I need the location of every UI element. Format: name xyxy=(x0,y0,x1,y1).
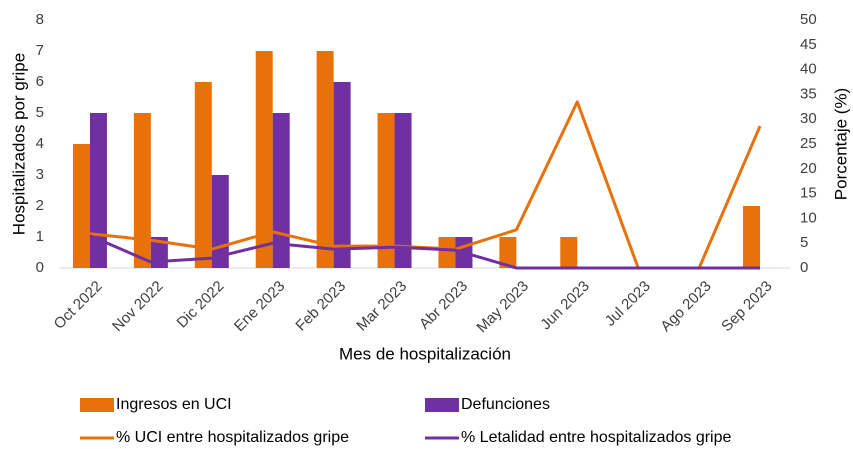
y-tick-label: 6 xyxy=(36,73,44,90)
y2-tick-label: 15 xyxy=(800,185,817,202)
x-tick-label: Nov 2022 xyxy=(109,278,166,335)
y-tick-label: 8 xyxy=(36,11,44,28)
x-tick-label: Jun 2023 xyxy=(537,278,593,334)
y2-tick-label: 45 xyxy=(800,36,817,53)
y-tick-label: 7 xyxy=(36,42,44,59)
line xyxy=(89,100,762,270)
legend-swatch xyxy=(80,398,114,412)
x-axis-title: Mes de hospitalización xyxy=(339,344,511,363)
y2-tick-label: 35 xyxy=(800,85,817,102)
x-tick-label: Sep 2023 xyxy=(718,278,775,335)
y-tick-label: 4 xyxy=(36,135,44,152)
legend-label: Ingresos en UCI xyxy=(116,396,232,413)
bar xyxy=(316,51,334,268)
bar xyxy=(194,82,212,268)
legend-label: % UCI entre hospitalizados gripe xyxy=(116,429,349,446)
bar xyxy=(560,237,578,268)
bar xyxy=(394,113,412,268)
x-tick-label: Feb 2023 xyxy=(292,278,349,335)
x-tick-label: Oct 2022 xyxy=(51,278,106,333)
x-tick-label: Abr 2023 xyxy=(416,278,471,333)
bar xyxy=(72,144,90,268)
legend-label: Defunciones xyxy=(461,396,550,413)
line xyxy=(89,234,761,270)
legend-swatch xyxy=(425,398,459,412)
y-tick-label: 2 xyxy=(36,197,44,214)
y-tick-label: 5 xyxy=(36,104,44,121)
x-tick-label: Ago 2023 xyxy=(657,278,714,335)
legend-label: % Letalidad entre hospitalizados gripe xyxy=(461,429,732,446)
y-tick-label: 1 xyxy=(36,228,44,245)
y-tick-label: 3 xyxy=(36,166,44,183)
y2-tick-label: 10 xyxy=(800,209,817,226)
x-tick-label: Jul 2023 xyxy=(602,278,654,330)
bar xyxy=(272,113,290,268)
y2-tick-label: 5 xyxy=(800,234,808,251)
bar xyxy=(333,82,351,268)
y2-tick-label: 30 xyxy=(800,110,817,127)
x-tick-label: Dic 2022 xyxy=(174,278,228,332)
bar xyxy=(133,113,151,268)
y-axis-title: Hospitalizados por gripe xyxy=(9,53,28,235)
x-tick-label: Mar 2023 xyxy=(353,278,410,335)
y2-tick-label: 25 xyxy=(800,135,817,152)
x-tick-label: May 2023 xyxy=(473,278,532,337)
y2-tick-label: 0 xyxy=(800,259,808,276)
y-tick-label: 0 xyxy=(36,259,44,276)
bar xyxy=(438,237,456,268)
y2-tick-label: 40 xyxy=(800,61,817,78)
bar xyxy=(89,113,107,268)
y2-tick-label: 20 xyxy=(800,160,817,177)
y2-tick-label: 50 xyxy=(800,11,817,28)
x-tick-label: Ene 2023 xyxy=(231,278,288,335)
y2-axis-title: Porcentaje (%) xyxy=(831,88,850,200)
bar xyxy=(499,237,517,268)
bar xyxy=(255,51,273,268)
bar xyxy=(377,113,395,268)
bar xyxy=(743,206,761,268)
